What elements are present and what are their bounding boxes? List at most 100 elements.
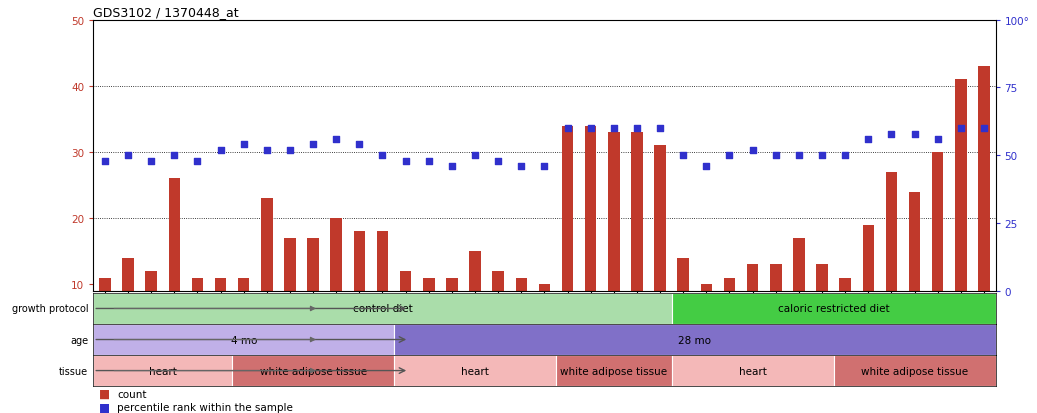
Point <box>745 147 761 154</box>
Point <box>513 164 530 170</box>
Text: growth protocol: growth protocol <box>11 304 88 314</box>
Point <box>467 152 483 159</box>
Point <box>721 152 737 159</box>
Point <box>397 158 414 165</box>
Text: control diet: control diet <box>353 304 413 314</box>
Point <box>536 164 553 170</box>
Point <box>606 126 622 132</box>
Text: white adipose tissue: white adipose tissue <box>560 366 668 376</box>
Text: heart: heart <box>461 366 489 376</box>
Text: caloric restricted diet: caloric restricted diet <box>778 304 890 314</box>
Bar <box>93 293 672 324</box>
Point <box>860 136 876 143</box>
Bar <box>232 355 394 386</box>
Point <box>213 147 229 154</box>
Bar <box>886 172 897 351</box>
Bar <box>908 192 921 351</box>
Bar <box>331 218 342 351</box>
Bar <box>237 278 250 351</box>
Point <box>628 126 645 132</box>
Bar <box>538 285 551 351</box>
Text: GDS3102 / 1370448_at: GDS3102 / 1370448_at <box>93 6 239 19</box>
Point <box>953 126 970 132</box>
Bar <box>394 324 996 355</box>
Text: 4 mo: 4 mo <box>230 335 257 345</box>
Bar <box>654 146 666 351</box>
Bar <box>168 179 180 351</box>
Text: 28 mo: 28 mo <box>678 335 711 345</box>
Bar <box>816 265 828 351</box>
Bar <box>978 67 989 351</box>
Point <box>583 126 599 132</box>
Point <box>189 158 205 165</box>
Point <box>652 126 669 132</box>
Point <box>119 152 136 159</box>
Point <box>929 136 946 143</box>
Bar <box>632 133 643 351</box>
Bar <box>400 271 412 351</box>
Point <box>489 158 506 165</box>
Bar <box>423 278 435 351</box>
Point <box>328 136 344 143</box>
Point <box>906 131 923 138</box>
Bar <box>672 355 834 386</box>
Point <box>814 152 831 159</box>
Bar <box>192 278 203 351</box>
Bar <box>93 324 394 355</box>
Text: count: count <box>117 389 146 399</box>
Bar <box>793 238 805 351</box>
Bar <box>562 126 573 351</box>
Bar <box>608 133 620 351</box>
Bar <box>122 258 134 351</box>
Bar <box>93 355 232 386</box>
Text: tissue: tissue <box>59 366 88 376</box>
Bar <box>100 278 111 351</box>
Bar <box>672 293 996 324</box>
Bar <box>515 278 527 351</box>
Bar <box>701 285 712 351</box>
Point <box>374 152 391 159</box>
Bar <box>215 278 226 351</box>
Bar <box>469 252 481 351</box>
Point <box>305 142 321 148</box>
Text: heart: heart <box>148 366 176 376</box>
Bar <box>834 355 996 386</box>
Point <box>143 158 160 165</box>
Text: ■: ■ <box>99 401 113 413</box>
Text: ■: ■ <box>99 387 113 400</box>
Point <box>96 158 113 165</box>
Bar <box>261 199 273 351</box>
Bar <box>839 278 851 351</box>
Bar <box>955 80 966 351</box>
Point <box>420 158 437 165</box>
Text: white adipose tissue: white adipose tissue <box>861 366 969 376</box>
Bar <box>932 153 944 351</box>
Bar <box>354 232 365 351</box>
Point <box>837 152 853 159</box>
Bar <box>863 225 874 351</box>
Text: percentile rank within the sample: percentile rank within the sample <box>117 402 293 412</box>
Text: age: age <box>71 335 88 345</box>
Bar <box>394 355 556 386</box>
Bar <box>307 238 318 351</box>
Point <box>884 131 900 138</box>
Bar <box>677 258 689 351</box>
Point <box>282 147 299 154</box>
Bar <box>724 278 735 351</box>
Point <box>976 126 992 132</box>
Bar <box>446 278 457 351</box>
Point <box>235 142 252 148</box>
Point <box>790 152 807 159</box>
Bar <box>376 232 388 351</box>
Point <box>258 147 275 154</box>
Text: heart: heart <box>738 366 766 376</box>
Bar <box>284 238 296 351</box>
Bar <box>145 271 157 351</box>
Bar <box>769 265 782 351</box>
Point <box>444 164 460 170</box>
Point <box>767 152 784 159</box>
Text: white adipose tissue: white adipose tissue <box>259 366 367 376</box>
Point <box>698 164 714 170</box>
Point <box>675 152 692 159</box>
Point <box>559 126 576 132</box>
